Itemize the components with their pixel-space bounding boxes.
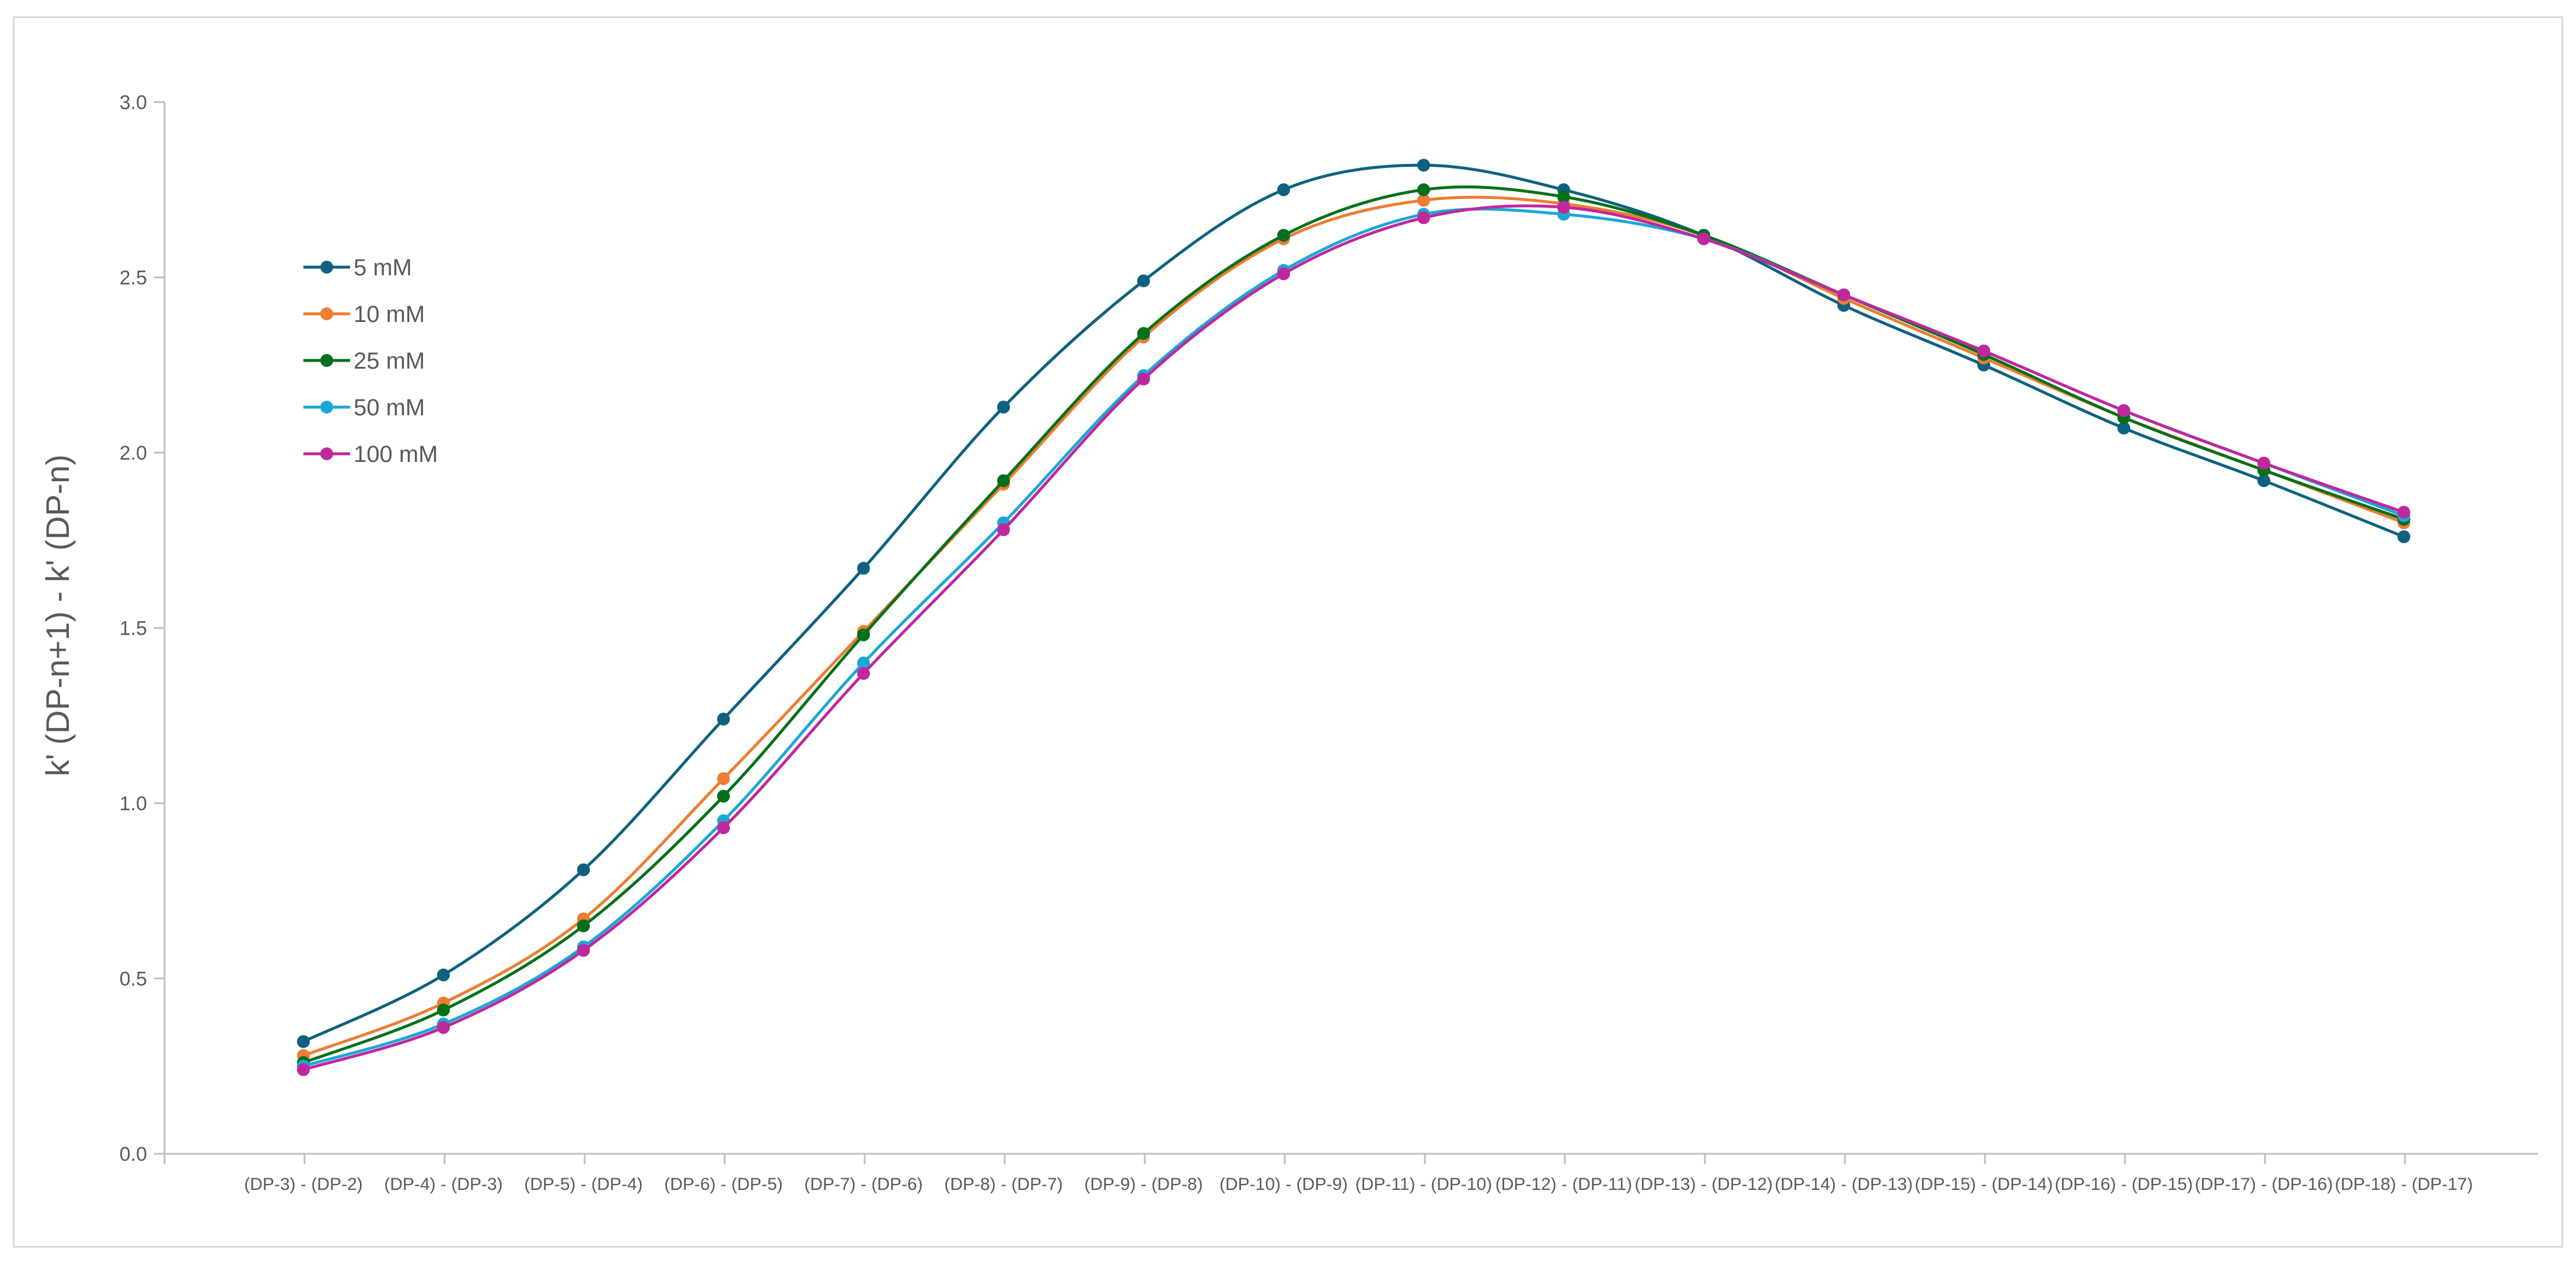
data-point <box>2117 421 2130 435</box>
data-point <box>2117 404 2130 417</box>
data-point <box>1837 288 1850 302</box>
y-tick-label: 0.5 <box>120 968 147 990</box>
series-line <box>303 207 2404 1068</box>
legend-item: 25 mM <box>303 348 425 374</box>
series-10-mm <box>297 194 2410 1062</box>
x-tick-label: (DP-12) - (DP-11) <box>1495 1175 1632 1194</box>
data-point <box>857 562 870 575</box>
data-point <box>1137 274 1150 288</box>
data-point <box>857 656 870 670</box>
data-point <box>1417 159 1430 172</box>
legend-marker <box>320 261 333 274</box>
x-tick-label: (DP-14) - (DP-13) <box>1775 1175 1913 1194</box>
data-point <box>577 863 590 877</box>
legend-item: 5 mM <box>303 255 412 281</box>
series-layer <box>297 159 2410 1076</box>
legend-marker <box>320 307 333 320</box>
y-tick-label: 2.0 <box>120 442 147 464</box>
x-tick-label: (DP-7) - (DP-6) <box>804 1175 922 1194</box>
data-point <box>1417 194 1430 207</box>
y-tick-label: 1.0 <box>120 793 147 815</box>
data-point <box>1417 211 1430 225</box>
data-point <box>2257 457 2270 470</box>
x-tick-label: (DP-9) - (DP-8) <box>1084 1175 1203 1194</box>
series-line <box>303 185 2404 1065</box>
x-tick-label: (DP-18) - (DP-17) <box>2335 1175 2473 1194</box>
data-point <box>1277 267 1290 281</box>
data-point <box>1277 229 1290 242</box>
data-point <box>997 523 1010 537</box>
x-tick-label: (DP-5) - (DP-4) <box>524 1175 642 1194</box>
y-tick-label: 0.0 <box>120 1143 147 1165</box>
data-point <box>997 474 1010 488</box>
data-point <box>717 712 730 726</box>
legend-item: 10 mM <box>303 302 425 327</box>
data-point <box>857 628 870 642</box>
series-50-mm <box>297 207 2410 1073</box>
data-point <box>577 944 590 957</box>
data-point <box>1137 372 1150 386</box>
legend-label: 100 mM <box>354 442 438 467</box>
chart-frame <box>13 16 2563 1248</box>
legend-label: 25 mM <box>354 348 425 374</box>
x-tick-label: (DP-6) - (DP-5) <box>664 1175 782 1194</box>
x-tick-label: (DP-4) - (DP-3) <box>384 1175 502 1194</box>
data-point <box>297 1063 310 1076</box>
data-point <box>2397 506 2410 519</box>
legend-label: 5 mM <box>354 255 412 281</box>
axes: 0.0 0.5 1.0 1.5 2.0 2.5 3.0 (DP-3) - (DP-2) (DP-… <box>120 92 2538 1194</box>
data-point <box>717 772 730 785</box>
x-tick-label: (DP-3) - (DP-2) <box>244 1175 362 1194</box>
x-tick-label: (DP-10) - (DP-9) <box>1219 1175 1348 1194</box>
x-tick-label: (DP-15) - (DP-14) <box>1915 1175 2053 1194</box>
x-tick-label: (DP-8) - (DP-7) <box>944 1175 1062 1194</box>
data-point <box>1557 190 1570 204</box>
data-point <box>1557 201 1570 214</box>
legend-item: 100 mM <box>303 442 438 467</box>
legend-label: 10 mM <box>354 302 425 327</box>
data-point <box>577 919 590 933</box>
data-point <box>297 1035 310 1048</box>
data-point <box>997 400 1010 414</box>
legend-marker <box>320 447 333 460</box>
series-line <box>303 204 2404 1072</box>
data-point <box>1977 344 1990 358</box>
y-tick-label: 1.5 <box>120 618 147 640</box>
data-point <box>437 968 450 982</box>
data-point <box>2257 474 2270 488</box>
y-axis-label: k' (DP-n+1) - k' (DP-n) <box>39 454 76 776</box>
y-tick-label: 3.0 <box>120 92 147 114</box>
series-100-mm <box>297 201 2410 1076</box>
y-tick-label: 2.5 <box>120 267 147 289</box>
legend-marker <box>320 401 333 414</box>
data-point <box>2397 530 2410 544</box>
series-5-mm <box>297 159 2410 1048</box>
x-tick-label: (DP-11) - (DP-10) <box>1355 1175 1492 1194</box>
legend-item: 50 mM <box>303 395 425 421</box>
legend-marker <box>320 354 333 367</box>
x-tick-label: (DP-16) - (DP-15) <box>2055 1175 2193 1194</box>
data-point <box>437 1003 450 1017</box>
series-line <box>303 195 2404 1058</box>
data-point <box>1277 183 1290 197</box>
x-tick-label: (DP-13) - (DP-12) <box>1635 1175 1773 1194</box>
legend-label: 50 mM <box>354 395 425 421</box>
data-point <box>857 667 870 680</box>
data-point <box>1697 232 1710 246</box>
data-point <box>437 1021 450 1034</box>
x-tick-label: (DP-17) - (DP-16) <box>2195 1175 2333 1194</box>
data-point <box>1417 183 1430 197</box>
series-line <box>302 163 2404 1043</box>
data-point <box>1137 327 1150 340</box>
data-point <box>717 790 730 803</box>
series-25-mm <box>297 183 2410 1069</box>
legend: 5 mM 10 mM 25 mM 50 mM 100 mM <box>303 255 438 467</box>
data-point <box>717 821 730 835</box>
